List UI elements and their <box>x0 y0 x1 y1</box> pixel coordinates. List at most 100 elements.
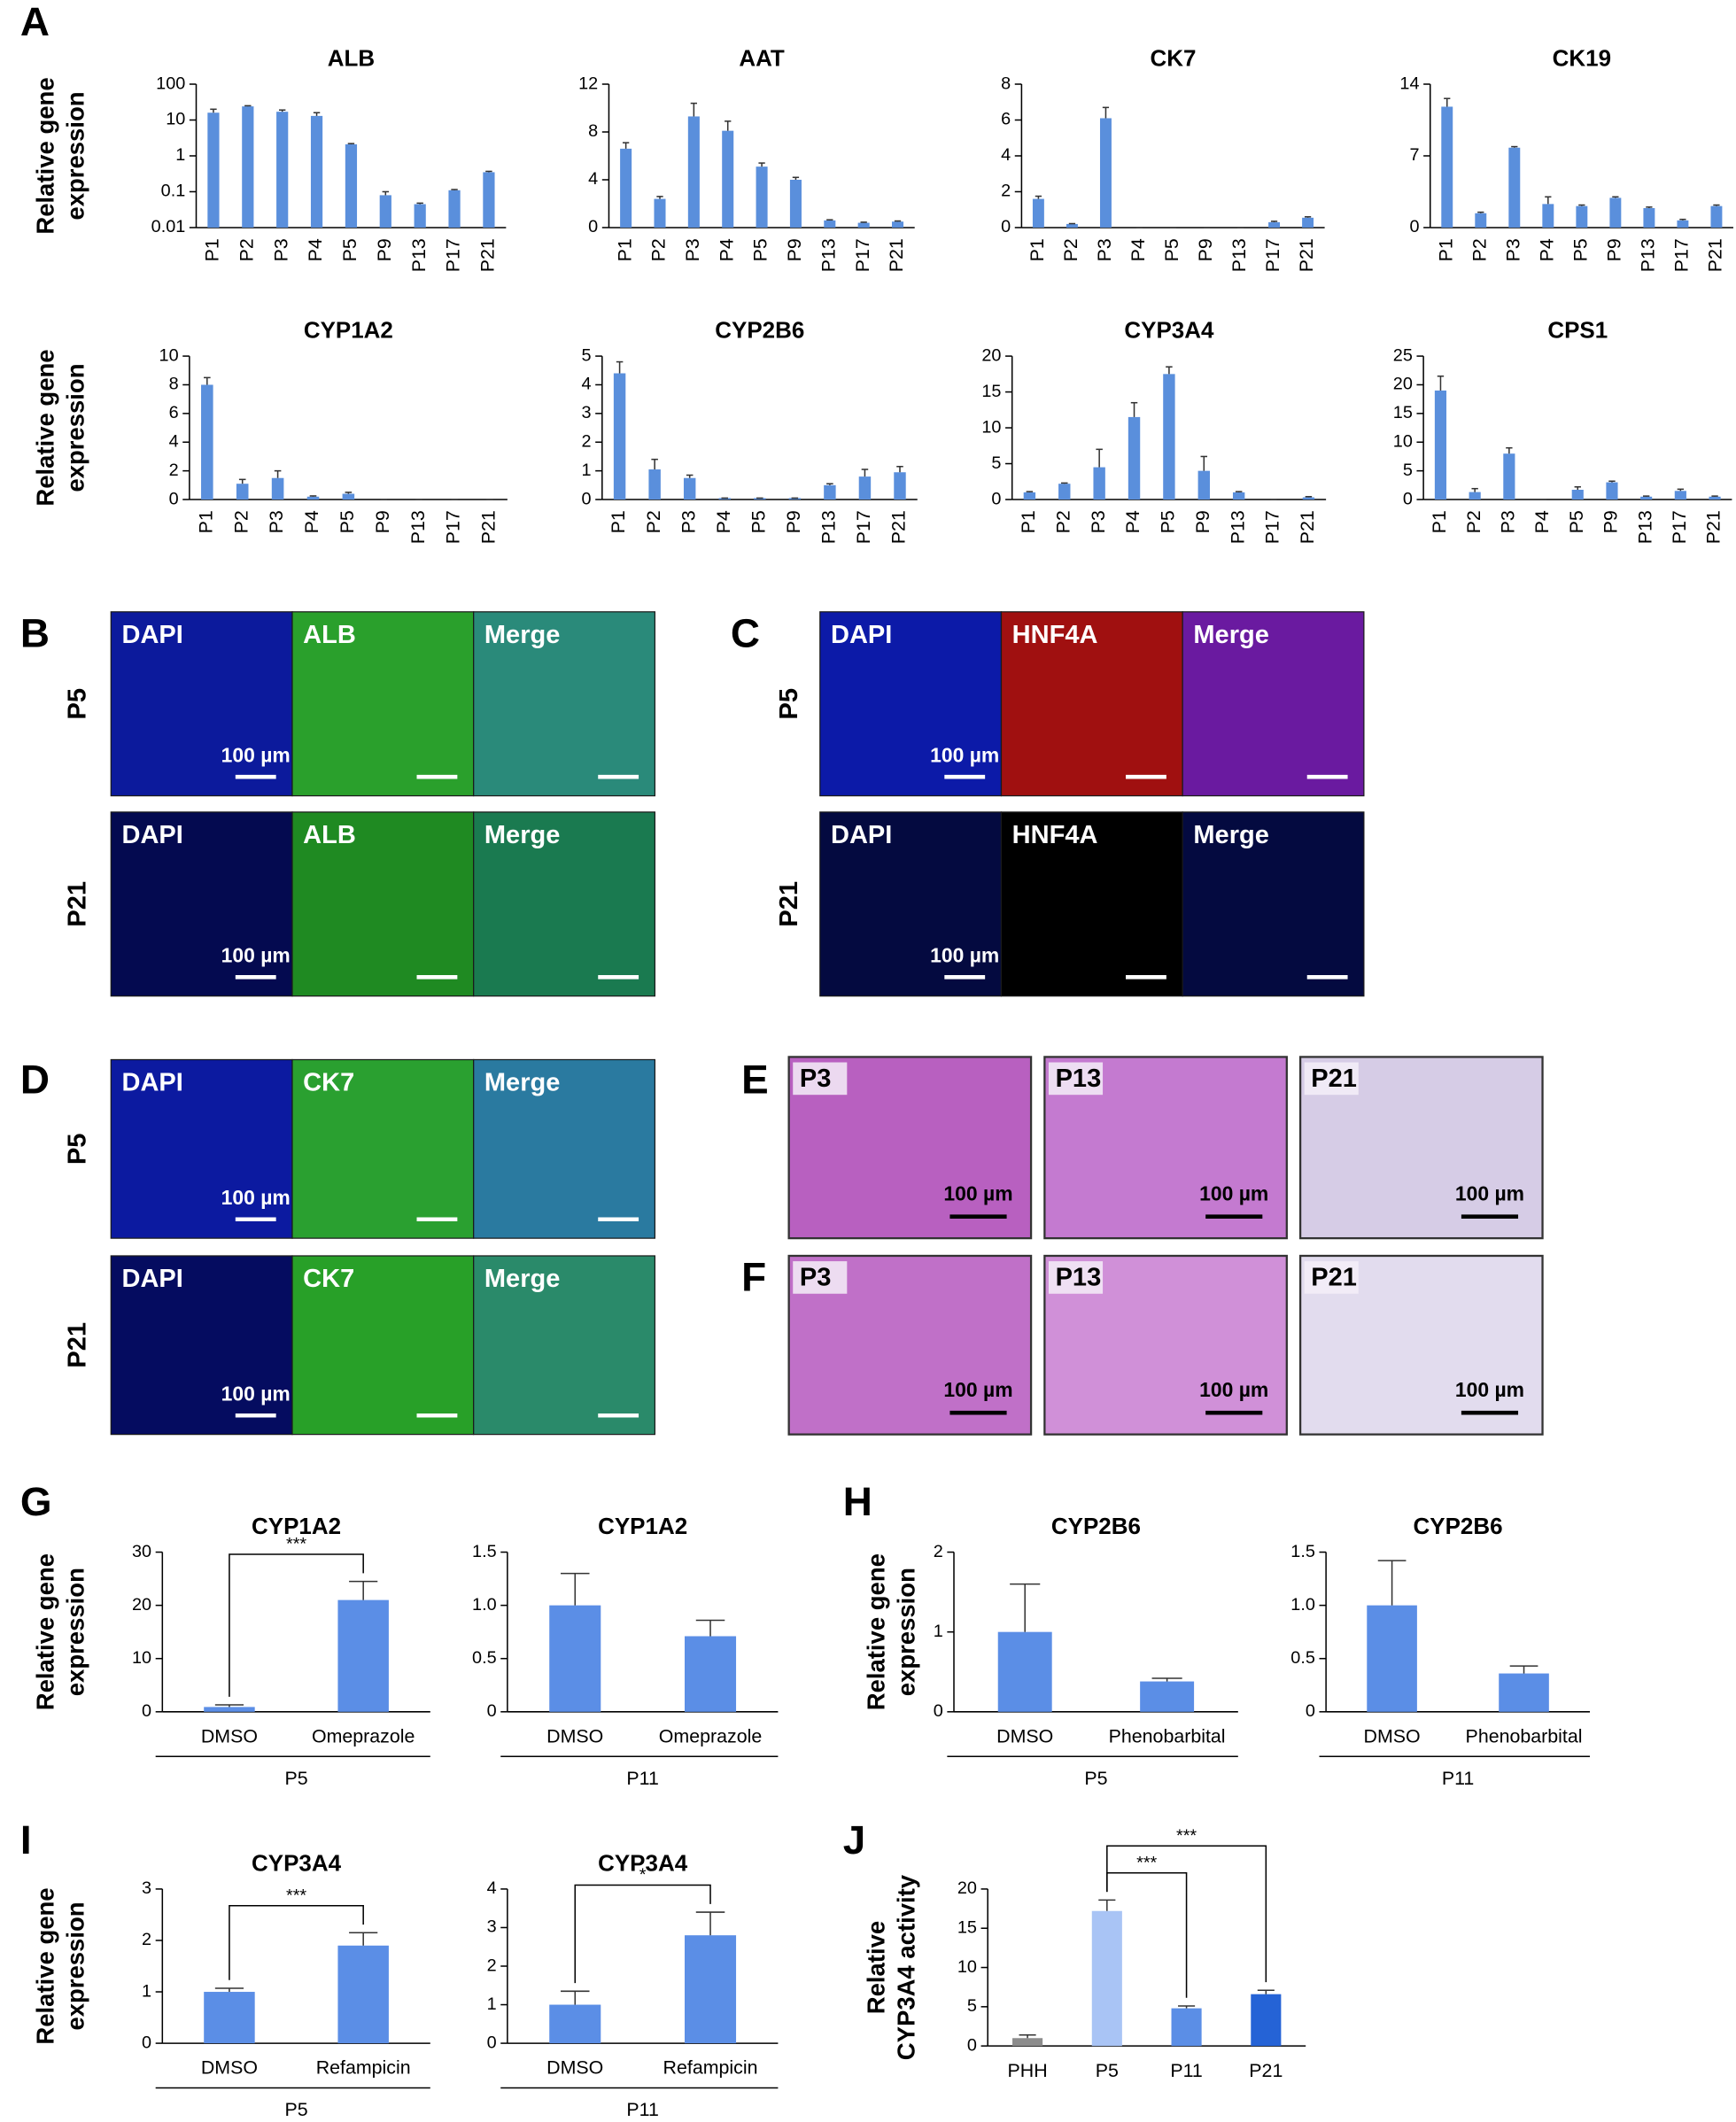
chart-title: CYP1A2 <box>252 1513 341 1539</box>
micrograph <box>1000 811 1183 997</box>
x-tick-label: P13 <box>1634 510 1655 544</box>
y-tick-label: 4 <box>1001 145 1011 165</box>
y-tick-label: 2 <box>582 431 592 451</box>
group-label: P11 <box>626 2099 658 2120</box>
bar <box>207 112 220 228</box>
x-tick-label: P3 <box>1498 510 1519 533</box>
tile-label: P13 <box>1056 1264 1102 1292</box>
y-tick-label: 0.1 <box>161 182 186 201</box>
micrograph <box>473 1058 656 1239</box>
channel-label: Merge <box>484 1265 560 1293</box>
group-label: P11 <box>1442 1768 1474 1789</box>
x-tick-label: P5 <box>1566 510 1587 533</box>
x-tick-label: P4 <box>1128 238 1149 261</box>
bar <box>1091 1910 1122 2047</box>
x-tick-label: P13 <box>818 510 840 544</box>
bar <box>687 116 700 228</box>
y-tick-label: 8 <box>1001 74 1011 93</box>
y-tick-label: 5 <box>582 345 592 365</box>
channel-label: DAPI <box>831 821 892 849</box>
y-axis-label: Relative gene <box>32 77 59 234</box>
bar <box>892 221 904 228</box>
bar <box>306 496 320 500</box>
tile-label: P21 <box>1311 1264 1357 1292</box>
y-tick-label: 15 <box>981 382 1001 401</box>
x-tick-label: P2 <box>648 238 670 261</box>
x-tick-label: Phenobarbital <box>1109 1725 1226 1746</box>
bar <box>1197 470 1210 500</box>
y-axis-label: expression <box>61 91 89 220</box>
bar <box>1643 207 1655 228</box>
x-tick-label: P1 <box>614 238 635 261</box>
row-label: P5 <box>63 688 91 720</box>
micrograph <box>291 1058 475 1239</box>
x-tick-label: P9 <box>783 510 804 533</box>
x-tick-label: P21 <box>888 510 910 544</box>
x-tick-label: P2 <box>1463 510 1484 533</box>
x-tick-label: P5 <box>750 238 771 261</box>
x-tick-label: P3 <box>266 510 287 533</box>
scale-bar-label: 100 µm <box>1455 1378 1524 1401</box>
y-tick-label: 2 <box>934 1542 943 1561</box>
x-tick-label: Refampicin <box>663 2057 758 2079</box>
bar <box>1640 496 1653 500</box>
y-tick-label: 10 <box>166 110 185 129</box>
bar <box>204 1707 255 1712</box>
x-tick-label: P21 <box>1249 2060 1283 2081</box>
bar <box>1475 213 1487 228</box>
x-tick-label: P21 <box>1705 238 1726 272</box>
x-tick-label: P9 <box>374 238 395 261</box>
y-tick-label: 8 <box>169 375 179 394</box>
y-tick-label: 6 <box>169 403 179 422</box>
bar <box>1302 217 1314 228</box>
y-tick-label: 30 <box>132 1542 151 1561</box>
channel-label: DAPI <box>121 621 182 649</box>
chart-title: AAT <box>739 44 785 71</box>
x-tick-label: P4 <box>1531 510 1553 533</box>
y-tick-label: 20 <box>1393 375 1413 394</box>
panel-label: H <box>843 1479 872 1524</box>
x-tick-label: P3 <box>1088 510 1109 533</box>
y-tick-label: 0 <box>142 1701 151 1721</box>
bar <box>1099 118 1112 228</box>
x-tick-label: P2 <box>1052 510 1073 533</box>
x-tick-label: P4 <box>305 238 326 261</box>
bar <box>1542 204 1554 228</box>
y-tick-label: 0.5 <box>472 1648 497 1668</box>
bar <box>549 1605 601 1712</box>
y-tick-label: 0 <box>1001 217 1011 236</box>
bar <box>342 493 355 500</box>
chart-title: CYP2B6 <box>715 316 804 343</box>
bar <box>756 167 768 228</box>
tile-label: P21 <box>1311 1065 1357 1093</box>
bar <box>1251 1994 1282 2047</box>
x-tick-label: P2 <box>230 510 252 533</box>
y-tick-label: 10 <box>957 1957 977 1977</box>
bar <box>236 484 249 500</box>
y-tick-label: 10 <box>132 1648 151 1668</box>
channel-label: DAPI <box>121 1265 182 1293</box>
label-backdrop <box>793 1261 848 1294</box>
chart-title: CPS1 <box>1547 316 1608 343</box>
micrograph <box>819 611 1003 797</box>
x-tick-label: P17 <box>853 510 874 544</box>
chart-title: CYP1A2 <box>304 316 393 343</box>
micrograph <box>1182 611 1365 797</box>
bar <box>1302 497 1315 500</box>
channel-label: Merge <box>1193 821 1268 849</box>
y-tick-label: 0 <box>588 217 598 236</box>
x-tick-label: P17 <box>443 510 464 544</box>
x-tick-label: P3 <box>270 238 291 261</box>
bar <box>1012 2038 1043 2047</box>
bar <box>337 1599 389 1712</box>
micrograph <box>473 611 656 797</box>
bar <box>1709 496 1721 500</box>
y-tick-label: 5 <box>1403 461 1413 480</box>
scale-bar-label: 100 µm <box>930 743 999 766</box>
y-tick-label: 1 <box>934 1622 943 1641</box>
x-tick-label: P3 <box>678 510 699 533</box>
x-tick-label: P13 <box>1228 238 1250 272</box>
x-tick-label: P17 <box>852 238 873 272</box>
x-tick-label: P9 <box>1192 510 1213 533</box>
panel-label: E <box>741 1057 769 1103</box>
